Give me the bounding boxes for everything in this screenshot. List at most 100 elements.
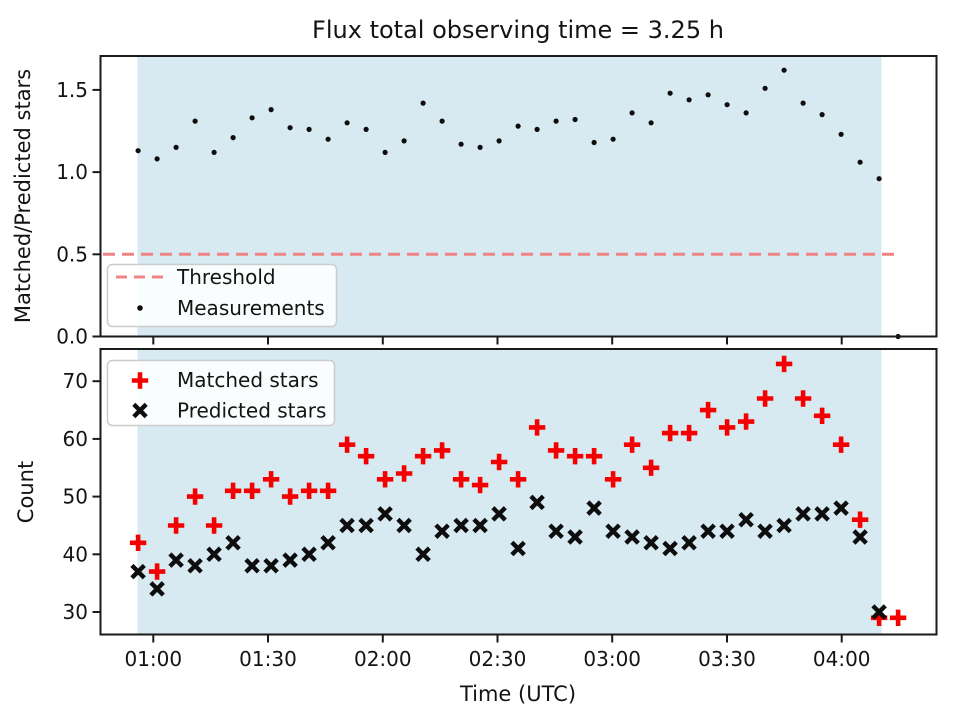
- predicted-marker: [358, 517, 374, 534]
- measurement-point: [743, 110, 749, 116]
- matched-marker: [585, 448, 603, 465]
- matched-marker: [623, 436, 641, 453]
- x-tick-label: 03:30: [698, 647, 756, 671]
- measurement-point: [648, 120, 654, 126]
- predicted-marker: [586, 500, 602, 516]
- top-legend: Threshold Measurements: [106, 263, 338, 328]
- predicted-marker: [415, 546, 431, 563]
- measurement-point: [135, 148, 141, 154]
- measurement-point: [154, 156, 160, 162]
- matched-marker: [547, 442, 565, 459]
- bottom-y-tick-label: 30: [63, 600, 88, 624]
- measurement-point: [439, 118, 445, 124]
- measurement-point: [686, 97, 692, 103]
- measurement-point: [401, 138, 407, 144]
- measurement-point: [819, 112, 825, 118]
- predicted-marker: [453, 517, 469, 534]
- x-tick-label: 02:00: [354, 647, 412, 671]
- bottom-legend-box: [106, 359, 336, 427]
- measurement-point: [477, 144, 483, 150]
- matched-marker: [604, 471, 622, 488]
- measurements-legend-label: Measurements: [177, 296, 325, 320]
- measurement-point: [800, 100, 806, 106]
- measurement-point: [496, 138, 502, 144]
- matched-marker: [148, 563, 166, 580]
- axes-layer: 01:00 01:30 02:00 02:30 03:00 03:30 04:00 0.0 0.…: [56, 55, 938, 671]
- measurement-point: [724, 102, 730, 108]
- predicted-marker: [624, 529, 640, 545]
- measurement-point: [762, 85, 768, 91]
- measurement-point: [306, 126, 312, 132]
- matched-marker: [338, 436, 356, 453]
- matched-marker: [832, 436, 850, 453]
- matched-marker: [775, 355, 793, 373]
- matched-marker: [737, 413, 755, 430]
- measurement-point: [344, 120, 350, 126]
- predicted-marker: [795, 506, 811, 522]
- measurement-point: [382, 149, 388, 155]
- predicted-marker: [871, 604, 887, 620]
- threshold-legend-label: Threshold: [176, 265, 276, 289]
- measurement-point: [667, 90, 673, 96]
- bottom-legend: Matched stars Predicted stars: [106, 359, 336, 427]
- top-y-tick-label: 1.0: [56, 160, 88, 184]
- matched-marker: [813, 407, 831, 424]
- matched-marker: [319, 482, 337, 499]
- predicted-legend-label: Predicted stars: [177, 399, 326, 423]
- predicted-marker: [700, 523, 716, 539]
- predicted-marker: [491, 506, 507, 522]
- top-y-axis-label: Matched/Predicted stars: [11, 69, 35, 323]
- predicted-marker: [605, 523, 621, 539]
- x-tick-label: 03:00: [583, 647, 641, 671]
- x-tick-label: 01:00: [124, 647, 182, 671]
- matched-marker: [243, 482, 261, 499]
- predicted-marker: [510, 540, 526, 557]
- bottom-y-tick-label: 50: [63, 485, 88, 509]
- predicted-legend-sample: [132, 402, 148, 419]
- bottom-y-tick-label: 60: [63, 427, 88, 451]
- measurement-point: [610, 136, 616, 142]
- measurement-point: [363, 126, 369, 132]
- predicted-marker: [757, 523, 773, 539]
- predicted-marker: [472, 517, 488, 534]
- measurement-point: [249, 115, 255, 121]
- top-legend-box: [106, 263, 338, 328]
- bottom-axes-spine: [99, 348, 938, 636]
- measurement-point: [515, 123, 521, 129]
- predicted-marker: [282, 552, 298, 568]
- predicted-marker: [681, 535, 697, 551]
- predicted-marker: [643, 535, 659, 551]
- matched-marker: [300, 482, 318, 499]
- x-axis-label: Time (UTC): [459, 682, 576, 706]
- matched-marker: [205, 517, 223, 534]
- predicted-marker: [776, 517, 792, 534]
- matched-marker: [414, 448, 432, 465]
- matched-legend-label: Matched stars: [177, 368, 319, 392]
- top-axes-spine: [99, 55, 938, 338]
- predicted-marker: [548, 523, 564, 539]
- matched-marker: [661, 424, 679, 442]
- predicted-marker: [833, 500, 849, 516]
- predicted-marker: [567, 529, 583, 545]
- measurement-point: [192, 118, 198, 124]
- predicted-marker: [130, 563, 146, 580]
- predicted-marker: [206, 546, 222, 563]
- matched-marker: [357, 448, 375, 465]
- top-y-tick-label: 1.5: [56, 78, 88, 102]
- predicted-marker: [339, 517, 355, 534]
- plot-title: Flux total observing time = 3.25 h: [312, 16, 724, 44]
- matched-marker: [566, 448, 584, 465]
- predicted-marker: [301, 546, 317, 563]
- matched-marker: [851, 511, 869, 528]
- predicted-marker: [738, 511, 754, 528]
- matched-marker: [281, 488, 299, 505]
- matched-marker: [224, 482, 242, 499]
- data-layer: [129, 67, 907, 626]
- matched-marker: [452, 471, 470, 488]
- measurement-point: [458, 141, 464, 147]
- predicted-marker: [149, 581, 165, 597]
- measurement-point: [230, 135, 236, 141]
- matched-marker: [395, 465, 413, 482]
